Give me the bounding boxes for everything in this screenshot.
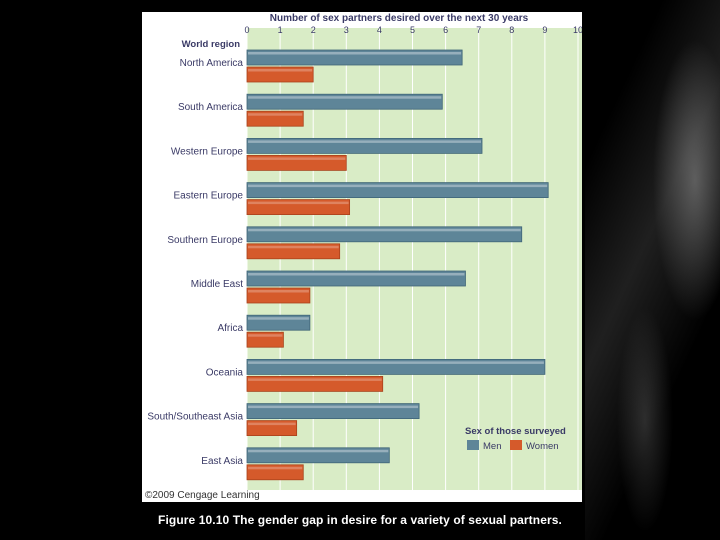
legend-title: Sex of those surveyed xyxy=(465,426,566,437)
background-streak xyxy=(585,0,720,540)
bar-highlight xyxy=(248,113,303,116)
x-tick-label: 3 xyxy=(344,25,349,35)
category-label: North America xyxy=(180,58,244,69)
category-label: Southern Europe xyxy=(167,235,243,246)
bar-women xyxy=(246,243,341,260)
bar-highlight xyxy=(248,245,339,249)
x-tick-label: 1 xyxy=(278,25,283,35)
bar-men xyxy=(246,138,483,154)
bar-men xyxy=(246,49,463,66)
category-label: South America xyxy=(178,102,243,113)
bar-highlight xyxy=(248,273,465,276)
bar-women xyxy=(246,287,311,304)
category-label: Western Europe xyxy=(171,146,244,157)
bar-highlight xyxy=(248,96,442,99)
category-axis-label: World region xyxy=(182,39,241,50)
bar-highlight xyxy=(248,422,296,426)
bar-women xyxy=(246,199,351,216)
legend-swatch-men xyxy=(467,440,479,450)
category-label: Africa xyxy=(217,323,243,334)
bar-highlight xyxy=(248,334,283,337)
legend: Sex of those surveyed Men Women xyxy=(465,426,566,452)
bar-women xyxy=(246,331,284,348)
bar-chart: Number of sex partners desired over the … xyxy=(145,13,582,501)
bar-highlight xyxy=(248,184,548,188)
x-tick-label: 0 xyxy=(244,25,249,35)
bar-men xyxy=(246,447,390,464)
chart-panel: Number of sex partners desired over the … xyxy=(142,12,582,502)
x-tick-label: 8 xyxy=(509,25,514,35)
category-label: Eastern Europe xyxy=(174,191,244,202)
legend-label-women: Women xyxy=(526,441,559,452)
bar-men xyxy=(246,270,466,287)
bar-highlight xyxy=(248,405,419,409)
bar-women xyxy=(246,464,304,481)
bar-women xyxy=(246,66,314,83)
bar-men xyxy=(246,403,420,420)
figure-caption: Figure 10.10 The gender gap in desire fo… xyxy=(158,513,562,527)
category-label: Oceania xyxy=(206,367,244,378)
bar-men xyxy=(246,93,443,110)
x-tick-label: 4 xyxy=(377,25,382,35)
x-tick-label: 7 xyxy=(476,25,481,35)
bar-highlight xyxy=(248,201,349,205)
bars xyxy=(246,49,549,481)
category-label: Middle East xyxy=(191,279,243,290)
x-tick-label: 2 xyxy=(311,25,316,35)
bar-men xyxy=(246,314,311,331)
bar-highlight xyxy=(248,466,303,470)
bar-highlight xyxy=(248,52,462,55)
bar-men xyxy=(246,226,523,243)
x-tick-label: 9 xyxy=(542,25,547,35)
bar-highlight xyxy=(248,361,544,364)
bar-highlight xyxy=(248,69,313,72)
bar-women xyxy=(246,110,304,127)
x-tick-labels: 0 1 2 3 4 5 6 7 8 9 10 xyxy=(244,25,582,35)
legend-label-men: Men xyxy=(483,441,501,452)
bar-highlight xyxy=(248,140,482,143)
bar-men xyxy=(246,358,546,375)
bar-women xyxy=(246,420,298,437)
bar-highlight xyxy=(248,290,309,293)
bar-highlight xyxy=(248,317,309,320)
bar-highlight xyxy=(248,449,389,453)
x-tick-label: 5 xyxy=(410,25,415,35)
x-tick-label: 6 xyxy=(443,25,448,35)
bar-men xyxy=(246,182,549,199)
copyright-text: ©2009 Cengage Learning xyxy=(145,490,260,501)
bar-highlight xyxy=(248,228,521,232)
bar-women xyxy=(246,375,384,392)
bar-highlight xyxy=(248,157,346,160)
category-label: East Asia xyxy=(201,456,243,467)
bar-highlight xyxy=(248,378,382,381)
bar-women xyxy=(246,154,347,171)
x-tick-label: 10 xyxy=(573,25,582,35)
legend-swatch-women xyxy=(510,440,522,450)
category-label: South/Southeast Asia xyxy=(147,412,243,423)
chart-title: Number of sex partners desired over the … xyxy=(270,13,529,24)
category-labels: North America South America Western Europe… xyxy=(147,58,243,467)
